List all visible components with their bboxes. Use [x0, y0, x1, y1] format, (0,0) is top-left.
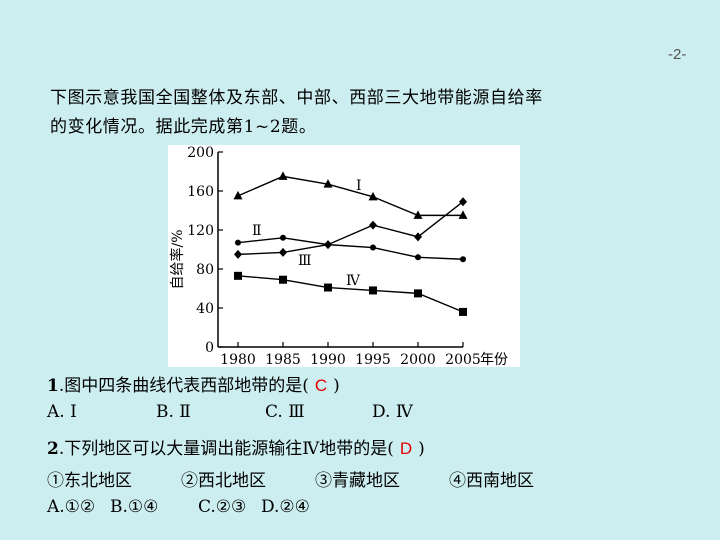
q1-option-a[interactable]: A. Ⅰ — [47, 402, 77, 422]
y-tick-label: 80 — [196, 262, 214, 278]
data-point — [324, 283, 332, 292]
q1-options: A. Ⅰ B. Ⅱ C. Ⅲ D. Ⅳ — [47, 402, 413, 422]
intro-line-2: 的变化情况。据此完成第1~2题。 — [50, 117, 317, 137]
q1-text: .图中四条曲线代表西部地带的是( — [58, 376, 309, 396]
y-tick-label: 160 — [187, 184, 214, 200]
data-point — [369, 286, 377, 295]
series-line-1 — [237, 175, 463, 217]
intro-line-1: 下图示意我国全国整体及东部、中部、西部三大地带能源自给率 — [50, 88, 543, 108]
series-line-3 — [237, 201, 464, 256]
q1-answer: C — [314, 376, 328, 395]
data-point — [279, 275, 287, 284]
energy-self-sufficiency-chart: 0 40 80 120 160 200 1980 1985 1990 1995 2000 2005 年份… — [168, 145, 520, 367]
x-tick-label: 1985 — [265, 352, 301, 367]
y-tick-label: 120 — [187, 223, 214, 239]
data-point — [458, 210, 468, 219]
q2-options: A.①② B.①④ C.②③ D.②④ — [47, 497, 310, 517]
q2-option-c[interactable]: C.②③ — [198, 497, 247, 517]
data-point — [369, 220, 377, 230]
question-1: 1.图中四条曲线代表西部地带的是( C) — [47, 371, 340, 396]
y-tick-label: 0 — [205, 340, 214, 356]
data-point — [460, 256, 466, 263]
q2-option-a[interactable]: A.①② — [47, 497, 96, 517]
q2-answer: D — [399, 439, 413, 458]
y-tick-label: 200 — [187, 145, 214, 161]
x-axis-suffix: 年份 — [480, 352, 508, 367]
chart-svg: 0 40 80 120 160 200 1980 1985 1990 1995 2000 2005 年份… — [169, 145, 508, 367]
data-point — [414, 289, 422, 298]
data-point — [234, 249, 242, 259]
data-point — [323, 179, 333, 188]
series-label-2: Ⅱ — [252, 223, 262, 239]
q2-close: ) — [418, 439, 425, 459]
series-label-1: Ⅰ — [356, 178, 362, 194]
series-label-3: Ⅲ — [298, 253, 312, 269]
data-point — [234, 271, 242, 280]
q2-number: 2 — [47, 439, 59, 459]
data-point — [280, 234, 286, 241]
x-tick-label: 2005 — [445, 352, 481, 367]
data-point — [415, 254, 421, 261]
data-point — [235, 239, 241, 246]
series-line-2 — [237, 237, 464, 260]
q2-option-d[interactable]: D.②④ — [261, 497, 310, 517]
x-tick-label: 1995 — [355, 352, 391, 367]
data-point — [368, 191, 378, 201]
page-number: -2- — [668, 46, 687, 63]
data-point — [414, 232, 422, 242]
q2-item-2: ②西北地区 — [181, 471, 266, 491]
data-point — [370, 244, 376, 251]
data-point — [278, 171, 288, 180]
question-2: 2.下列地区可以大量调出能源输往Ⅳ地带的是( D) — [47, 434, 425, 459]
data-point — [324, 240, 332, 250]
series-line-4 — [237, 275, 464, 313]
q2-item-1: ①东北地区 — [47, 471, 132, 491]
q2-item-3: ③青藏地区 — [315, 471, 400, 491]
data-point — [279, 247, 287, 257]
y-axis-label: 自给率/% — [169, 229, 186, 289]
q1-option-b[interactable]: B. Ⅱ — [156, 402, 191, 422]
data-point — [459, 307, 467, 316]
q1-option-d[interactable]: D. Ⅳ — [372, 402, 413, 422]
question-intro: 下图示意我国全国整体及东部、中部、西部三大地带能源自给率 的变化情况。据此完成第… — [50, 84, 690, 142]
q2-item-4: ④西南地区 — [449, 471, 534, 491]
q1-number: 1 — [47, 376, 59, 396]
series-label-4: Ⅳ — [346, 273, 361, 289]
data-point — [459, 197, 467, 207]
q1-option-c[interactable]: C. Ⅲ — [265, 402, 305, 422]
x-tick-label: 1980 — [220, 352, 256, 367]
q2-option-b[interactable]: B.①④ — [110, 497, 159, 517]
q2-items: ①东北地区 ②西北地区 ③青藏地区 ④西南地区 — [47, 466, 534, 491]
y-tick-label: 40 — [196, 301, 214, 317]
x-tick-label: 1990 — [310, 352, 346, 367]
data-point — [233, 190, 243, 200]
data-point — [413, 210, 423, 219]
x-tick-label: 2000 — [400, 352, 436, 367]
q2-text: .下列地区可以大量调出能源输往Ⅳ地带的是( — [58, 439, 394, 459]
q1-close: ) — [333, 376, 340, 396]
